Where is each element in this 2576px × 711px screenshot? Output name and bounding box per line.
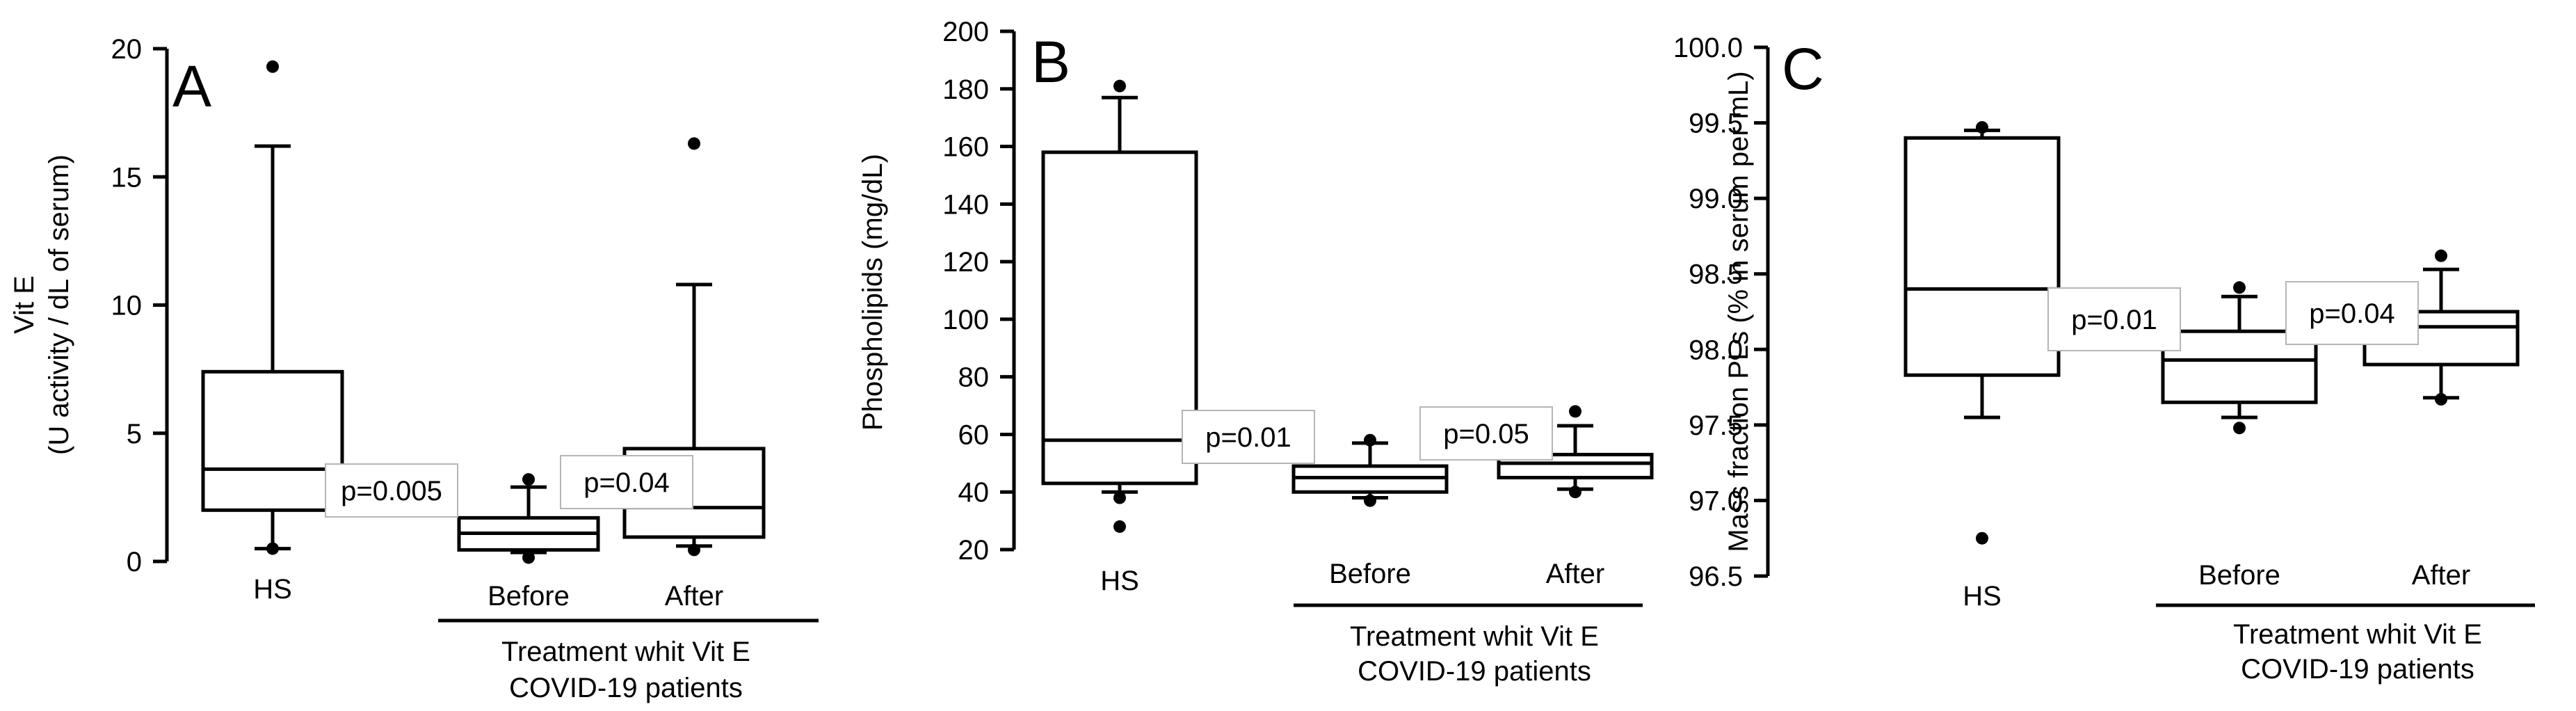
y-tick-label: 60 — [958, 420, 990, 450]
outlier-point — [1569, 486, 1581, 499]
y-tick-label: 97.5 — [1689, 410, 1743, 441]
y-tick-label: 80 — [958, 362, 990, 393]
box-iqr — [1903, 136, 2061, 377]
y-tick-label: 180 — [942, 74, 989, 105]
chart-panel-c: 96.5 97.0 97.5 98.0 98.5 99.0 99.5 100.0 Mass fr… — [1673, 33, 2535, 685]
outlier-point — [522, 473, 535, 486]
panel-label: B — [1031, 29, 1070, 95]
category-label-before: Before — [2198, 560, 2280, 591]
y-axis-label: (U activity / dL of serum) — [44, 154, 74, 455]
category-label-hs: HS — [253, 574, 292, 605]
box-iqr — [1497, 452, 1654, 480]
category-label-hs: HS — [1100, 566, 1139, 596]
outlier-point — [1113, 491, 1126, 504]
y-axis-label: Mass fraction PLs (% in serum per mL) — [1723, 71, 1754, 552]
group-label: Treatment whit Vit E — [2233, 619, 2482, 650]
y-tick-label: 200 — [942, 17, 989, 47]
category-label-before: Before — [1329, 559, 1411, 589]
panel-label: A — [172, 54, 211, 119]
y-tick-label: 100 — [942, 305, 989, 335]
y-tick-label: 140 — [942, 189, 989, 220]
y-tick-label: 0 — [127, 547, 142, 577]
outlier-point — [266, 542, 279, 555]
group-label: Treatment whit Vit E — [1350, 621, 1599, 652]
y-tick-label: 5 — [127, 419, 142, 449]
y-tick-label: 96.5 — [1689, 561, 1743, 592]
outlier-point — [2233, 422, 2246, 435]
y-tick-label: 99.5 — [1689, 109, 1743, 139]
pvalue-label: p=0.05 — [1443, 419, 1529, 449]
pvalue-box — [1182, 410, 1315, 464]
y-tick-label: 20 — [958, 535, 990, 566]
y-tick-label: 100.0 — [1673, 33, 1743, 63]
y-tick-label: 97.0 — [1689, 486, 1743, 516]
outlier-point — [2435, 392, 2447, 406]
y-tick-label: 40 — [958, 477, 990, 508]
outlier-point — [1569, 405, 1581, 418]
pvalue-label: p=0.04 — [2309, 298, 2394, 329]
outlier-point — [522, 551, 535, 564]
outlier-point — [2233, 281, 2246, 294]
pvalue-label: p=0.01 — [2071, 305, 2157, 335]
box-before — [2161, 281, 2318, 435]
outlier-point — [688, 137, 700, 150]
y-axis-label: Phospholipids (mg/dL) — [858, 154, 888, 431]
pvalue-label: p=0.005 — [341, 476, 442, 506]
y-tick-label: 99.0 — [1689, 184, 1743, 214]
category-label-after: After — [1546, 559, 1604, 589]
outlier-point — [1364, 433, 1376, 447]
outlier-point — [1364, 494, 1376, 507]
y-tick-label: 20 — [111, 34, 143, 65]
panel-label: C — [1782, 36, 1824, 102]
pvalue-box — [2047, 287, 2181, 351]
category-label-after: After — [2412, 560, 2470, 591]
chart-panel-b: 20 40 60 80 100 120 140 160 180 200 Phospholipids … — [858, 17, 1654, 687]
y-tick-label: 98.0 — [1689, 335, 1743, 365]
group-label: COVID-19 patients — [509, 673, 743, 703]
pvalue-box — [560, 455, 693, 509]
category-label-before: Before — [488, 581, 570, 612]
outlier-point — [266, 60, 279, 73]
box-iqr — [2161, 329, 2318, 404]
box-before — [1291, 433, 1449, 507]
y-tick-label: 98.5 — [1689, 259, 1743, 290]
box-hs — [1903, 121, 2061, 545]
outlier-point — [1976, 121, 1988, 134]
box-before — [457, 473, 600, 564]
box-hs — [201, 60, 344, 555]
y-tick-label: 10 — [111, 291, 143, 321]
outlier-point — [1113, 79, 1126, 93]
y-tick-label: 160 — [942, 132, 989, 163]
outlier-point — [1113, 520, 1126, 533]
group-label: COVID-19 patients — [2241, 654, 2474, 685]
outlier-point — [688, 543, 700, 557]
box-iqr — [201, 369, 344, 512]
y-tick-label: 120 — [942, 247, 989, 278]
group-label: COVID-19 patients — [1358, 656, 1591, 687]
outlier-point — [1976, 532, 1988, 545]
y-tick-label: 15 — [111, 162, 143, 193]
pvalue-label: p=0.04 — [583, 468, 669, 498]
group-label: Treatment whit Vit E — [501, 637, 750, 667]
pvalue-box — [325, 463, 458, 518]
category-label-after: After — [665, 581, 723, 612]
y-axis-label: Vit E — [9, 275, 40, 334]
pvalue-box — [1419, 406, 1553, 461]
box-after — [1497, 405, 1654, 499]
chart-panel-a: 0 5 10 15 20 Vit E (U activity / dL of serum) A… — [9, 34, 819, 703]
outlier-point — [2435, 249, 2447, 262]
box-hs — [1041, 79, 1198, 533]
pvalue-label: p=0.01 — [1205, 422, 1291, 453]
category-label-hs: HS — [1963, 581, 2002, 612]
pvalue-box — [2285, 281, 2419, 345]
box-iqr — [1041, 150, 1198, 486]
